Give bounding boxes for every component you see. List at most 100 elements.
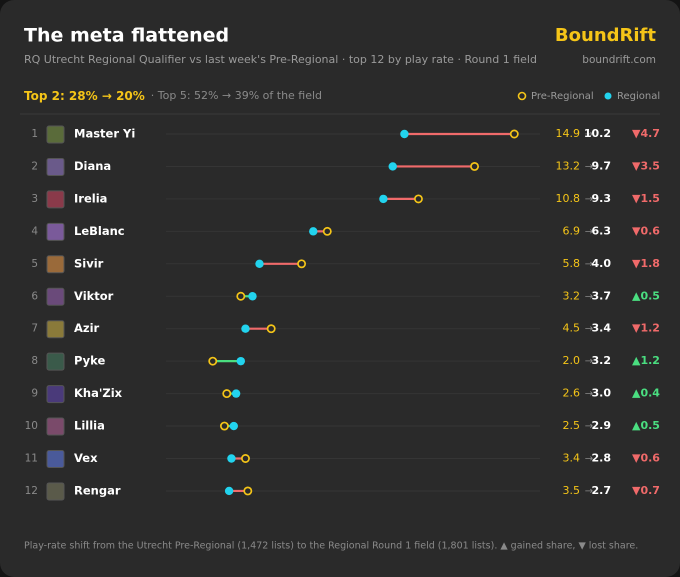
champion-icon bbox=[46, 157, 65, 176]
change-label: ▼0.6 bbox=[632, 452, 660, 465]
pre-dot bbox=[266, 324, 276, 334]
regional-value: 9.7 bbox=[592, 159, 612, 172]
arrow: → bbox=[585, 454, 593, 465]
regional-value: 10.2 bbox=[584, 127, 611, 140]
pre-value: 4.5 bbox=[563, 322, 581, 335]
pre-dot bbox=[222, 389, 232, 399]
rank: 8 bbox=[31, 355, 38, 367]
champion-icon bbox=[46, 222, 65, 241]
arrow: → bbox=[585, 356, 593, 367]
champion-name: Sivir bbox=[74, 256, 104, 270]
arrow: → bbox=[585, 324, 593, 335]
headline-main: Top 2: 28% → 20% bbox=[24, 89, 145, 103]
regional-dot bbox=[227, 454, 236, 463]
champion-name: Viktor bbox=[74, 289, 114, 303]
rank: 11 bbox=[25, 453, 38, 465]
rank: 2 bbox=[31, 160, 38, 172]
pre-value: 10.8 bbox=[556, 192, 581, 205]
arrow: → bbox=[585, 226, 593, 237]
headline-note: · Top 5: 52% → 39% of the field bbox=[151, 89, 322, 102]
pre-value: 14.9 bbox=[556, 127, 581, 140]
regional-dot bbox=[231, 389, 241, 398]
pre-dot bbox=[297, 259, 307, 269]
change-label: ▼1.5 bbox=[632, 192, 660, 205]
rank: 1 bbox=[31, 128, 38, 140]
regional-value: 3.2 bbox=[592, 354, 612, 367]
change-label: ▼3.5 bbox=[632, 159, 660, 172]
rank: 6 bbox=[31, 290, 38, 302]
legend-marker bbox=[604, 92, 612, 100]
rank: 12 bbox=[25, 485, 38, 497]
regional-value: 2.7 bbox=[592, 484, 612, 497]
champion-name: Kha'Zix bbox=[74, 386, 123, 400]
arrow: → bbox=[585, 129, 593, 140]
subtitle: RQ Utrecht Regional Qualifier vs last we… bbox=[24, 53, 537, 66]
brand: BoundRift bbox=[555, 25, 656, 46]
legend-marker bbox=[517, 91, 527, 101]
regional-dot bbox=[379, 194, 388, 204]
change-label: ▲0.5 bbox=[632, 289, 660, 302]
footer: Play-rate shift from the Utrecht Pre-Reg… bbox=[24, 541, 638, 552]
pre-dot bbox=[322, 226, 332, 236]
change-label: ▼1.2 bbox=[632, 322, 660, 335]
champion-name: Lillia bbox=[74, 419, 105, 433]
change-label: ▲1.2 bbox=[632, 354, 660, 367]
pre-dot bbox=[219, 421, 229, 431]
pre-value: 6.9 bbox=[563, 224, 581, 237]
pre-dot bbox=[470, 161, 479, 171]
arrow: → bbox=[585, 389, 593, 400]
champion-name: LeBlanc bbox=[74, 224, 125, 238]
regional-value: 3.4 bbox=[592, 322, 612, 335]
pre-value: 2.6 bbox=[563, 387, 581, 400]
champion-name: Rengar bbox=[74, 483, 121, 497]
change-label: ▲0.5 bbox=[632, 419, 660, 432]
headline: Top 2: 28% → 20% · Top 5: 52% → 39% of th… bbox=[24, 89, 322, 103]
arrow: → bbox=[585, 486, 593, 497]
pre-value: 3.5 bbox=[563, 484, 581, 497]
regional-dot bbox=[229, 421, 238, 431]
chart-title: The meta flattened bbox=[24, 25, 229, 47]
change-label: ▲0.4 bbox=[632, 387, 660, 400]
pre-value: 2.0 bbox=[563, 354, 581, 367]
rank: 9 bbox=[31, 388, 38, 400]
regional-dot bbox=[309, 227, 318, 236]
legend-label: Regional bbox=[617, 91, 660, 102]
regional-dot bbox=[236, 356, 245, 366]
champion-icon bbox=[46, 320, 65, 339]
champion-icon bbox=[46, 417, 65, 436]
champion-icon bbox=[46, 125, 65, 144]
rank: 5 bbox=[31, 258, 38, 270]
pre-dot bbox=[236, 291, 246, 301]
regional-value: 2.9 bbox=[592, 419, 612, 432]
change-label: ▼0.6 bbox=[632, 224, 660, 237]
rank: 3 bbox=[31, 193, 38, 205]
champion-icon bbox=[46, 450, 65, 468]
regional-value: 3.7 bbox=[592, 289, 612, 302]
pre-value: 13.2 bbox=[556, 159, 581, 172]
pre-value: 2.5 bbox=[563, 419, 581, 432]
regional-value: 4.0 bbox=[592, 257, 612, 270]
change-label: ▼0.7 bbox=[632, 484, 660, 497]
regional-dot bbox=[400, 129, 409, 139]
champion-icon bbox=[46, 482, 65, 501]
regional-dot bbox=[241, 324, 250, 333]
champion-name: Vex bbox=[74, 451, 98, 465]
change-label: ▼1.8 bbox=[632, 257, 660, 270]
pre-value: 3.2 bbox=[563, 289, 581, 302]
champion-icon bbox=[46, 255, 65, 274]
pre-dot bbox=[414, 194, 423, 204]
regional-value: 9.3 bbox=[592, 192, 612, 205]
arrow: → bbox=[585, 259, 593, 270]
champion-icon bbox=[46, 287, 65, 306]
champion-icon bbox=[46, 352, 65, 371]
champion-name: Diana bbox=[74, 159, 111, 173]
rank: 10 bbox=[25, 420, 38, 432]
arrow: → bbox=[585, 161, 593, 172]
pre-dot bbox=[509, 129, 519, 139]
change-label: ▼4.7 bbox=[632, 127, 660, 140]
pre-dot bbox=[208, 356, 218, 366]
regional-value: 6.3 bbox=[592, 224, 612, 237]
regional-value: 2.8 bbox=[592, 452, 612, 465]
regional-dot bbox=[224, 486, 234, 496]
